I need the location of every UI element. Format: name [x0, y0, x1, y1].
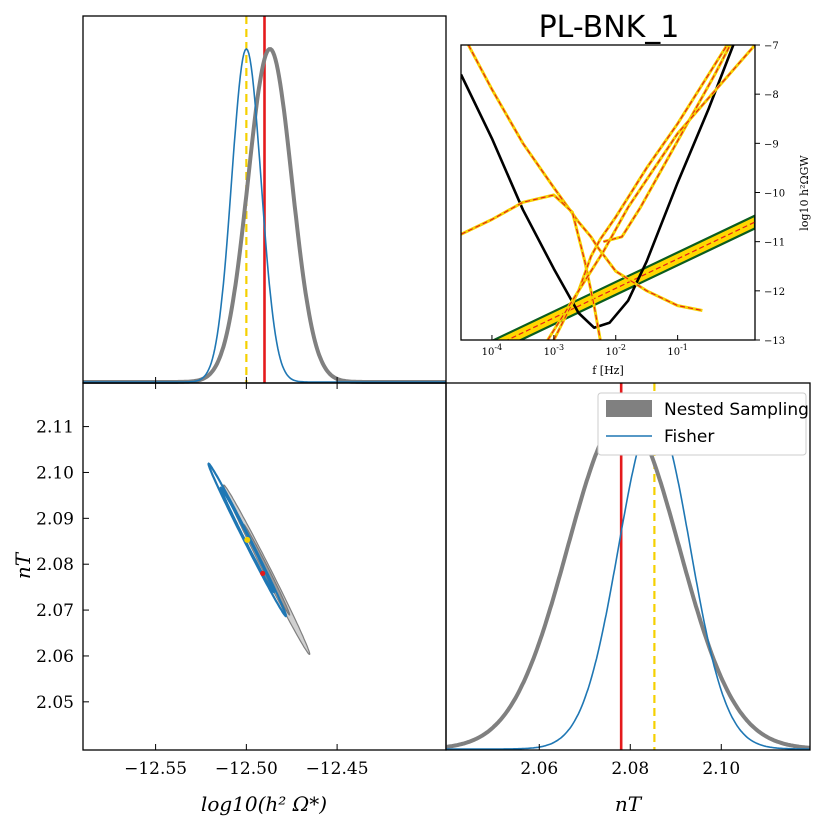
joint-x-axis-label: log10(h² Ω*)	[201, 792, 327, 816]
truth-point	[260, 570, 266, 576]
axes-frame	[445, 382, 811, 751]
pls-d-curve-inner	[603, 45, 731, 243]
sensitivity-inset-panel: 10-4 10-3 10-2 10-1 −13 −12 −11 −10 −9 −8 −7	[460, 41, 785, 358]
fisher-1sigma-contour	[219, 486, 275, 594]
inset-x-tick-label: 10-4	[482, 343, 503, 358]
x-tick-label: 2.10	[702, 759, 740, 779]
legend-nested-swatch	[606, 400, 652, 417]
x-tick-label: −12.55	[124, 759, 187, 779]
y-tick-label: 2.10	[36, 463, 74, 483]
signal-centre-line	[506, 221, 755, 340]
posterior-log-omega-panel	[82, 15, 447, 384]
x-tick-label: 2.06	[520, 759, 558, 779]
pls-e-curve-outer	[546, 45, 755, 340]
inset-y-tick-label: −13	[764, 336, 785, 347]
inset-plot-area	[461, 45, 755, 340]
inset-y-axis-label: log10 h²ΩGW	[798, 155, 811, 231]
inset-x-tick-label: 10-1	[667, 343, 688, 358]
sensitivity-curve	[461, 45, 735, 330]
pls-e-curve-inner	[547, 45, 755, 340]
inset-y-tick-label: −9	[764, 139, 779, 150]
inset-y-tick-label: −10	[764, 189, 785, 200]
inset-title: PL-BNK_1	[539, 10, 680, 45]
y-tick-label: 2.08	[36, 555, 74, 575]
nested-posterior-curve	[445, 414, 811, 750]
x-tick-label: −12.45	[306, 759, 369, 779]
signal-band	[491, 214, 755, 340]
y-tick-label: 2.07	[36, 601, 74, 621]
joint-contour-panel: −12.55 −12.50 −12.45 2.05 2.06 2.07 2.08 2.09 2.…	[36, 382, 447, 779]
inset-y-tick-label: −7	[764, 41, 779, 52]
nt-x-axis-label: nT	[615, 792, 643, 816]
inset-y-tick-label: −11	[764, 238, 785, 249]
x-tick-label: 2.08	[611, 759, 649, 779]
y-tick-label: 2.11	[36, 418, 74, 438]
y-tick-label: 2.09	[36, 509, 74, 529]
estimate-point	[244, 536, 251, 543]
pls-b-curve-inner	[461, 194, 601, 340]
pls-b-curve-outer	[461, 193, 602, 340]
pls-c-curve-outer	[552, 45, 729, 340]
inset-x-tick-label: 10-2	[605, 343, 626, 358]
y-tick-label: 2.05	[36, 693, 74, 713]
legend: Nested Sampling Fisher	[597, 392, 809, 456]
x-tick-label: −12.50	[215, 759, 278, 779]
inset-x-tick-label: 10-3	[544, 343, 565, 358]
inset-y-tick-label: −12	[764, 287, 785, 298]
fisher-2sigma-contour	[207, 462, 288, 618]
pls-a-curve-inner	[467, 45, 703, 312]
inset-x-axis-label: f [Hz]	[592, 364, 624, 377]
joint-y-axis-label: nT	[11, 551, 35, 579]
legend-nested-label: Nested Sampling	[664, 400, 809, 420]
inset-y-tick-label: −8	[764, 90, 779, 101]
legend-fisher-label: Fisher	[664, 427, 714, 447]
y-tick-label: 2.06	[36, 647, 74, 667]
pls-c-curve-inner	[553, 45, 728, 340]
fisher-posterior-curve	[446, 415, 810, 750]
fisher-posterior-curve	[83, 47, 446, 383]
